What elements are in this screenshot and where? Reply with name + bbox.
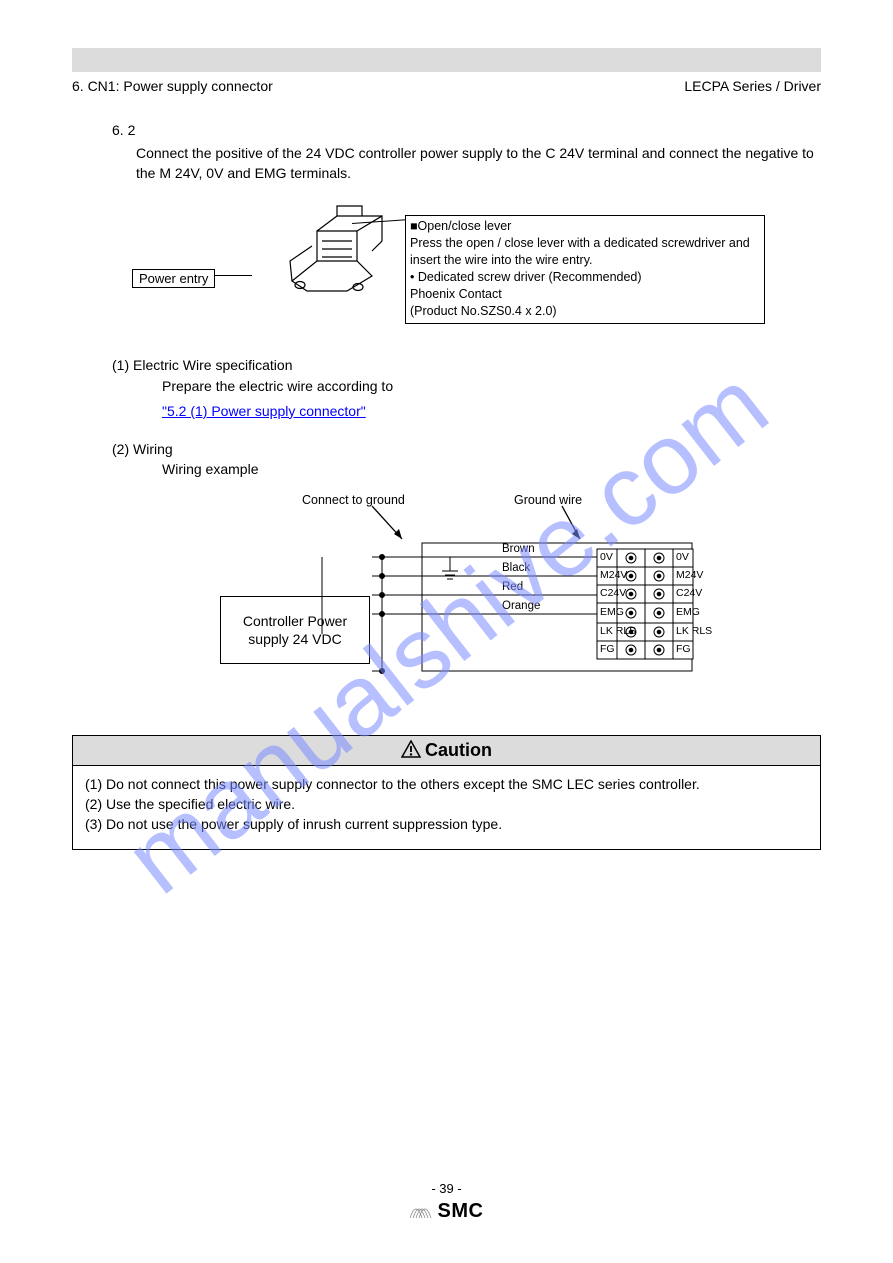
connector-diagram: Power entry ■Open/close lever Press the … xyxy=(72,201,821,331)
lead-text: Prepare the electric wire according to xyxy=(72,377,821,397)
info-line3: Phoenix Contact xyxy=(410,287,502,301)
header-sub: 6. CN1: Power supply connector LECPA Ser… xyxy=(72,78,821,94)
wire-label: Brown xyxy=(502,543,535,555)
logo-icon xyxy=(410,1204,432,1218)
sub-heading-1: (1) Electric Wire specification xyxy=(112,357,821,373)
footer: - 39 - SMC xyxy=(0,1181,893,1224)
leader-line xyxy=(214,275,252,276)
term-label: EMG xyxy=(600,606,624,618)
page-number: - 39 - xyxy=(0,1181,893,1196)
term-label: 0V xyxy=(676,551,689,563)
info-line2: • Dedicated screw driver (Recommended) xyxy=(410,270,642,284)
logo-text: SMC xyxy=(438,1200,484,1223)
term-label: C24V xyxy=(676,587,702,599)
header-bar xyxy=(72,48,821,72)
term-label: LK RLS xyxy=(600,625,636,637)
wiring-svg xyxy=(222,501,712,701)
logo: SMC xyxy=(410,1200,484,1223)
caution-box: Caution (1) Do not connect this power su… xyxy=(72,735,821,850)
caution-header: Caution xyxy=(73,736,820,766)
example-title: Wiring example xyxy=(162,461,821,477)
warning-icon xyxy=(401,740,421,758)
term-label: M24V xyxy=(676,569,703,581)
wire-label: Orange xyxy=(502,600,540,612)
reference-link[interactable]: "5.2 (1) Power supply connector" xyxy=(72,403,821,421)
sub-heading-2: (2) Wiring xyxy=(112,441,821,457)
term-label: C24V xyxy=(600,587,626,599)
term-label: LK RLS xyxy=(676,625,712,637)
info-line4: (Product No.SZS0.4 x 2.0) xyxy=(410,304,557,318)
power-entry-label: Power entry xyxy=(132,269,215,288)
term-label: 0V xyxy=(600,551,613,563)
link-text[interactable]: "5.2 (1) Power supply connector" xyxy=(162,403,366,419)
term-label: EMG xyxy=(676,606,700,618)
caution-title: Caution xyxy=(425,740,492,760)
connector-icon xyxy=(262,191,422,311)
header-left: 6. CN1: Power supply connector xyxy=(72,78,273,94)
page-content: 6. CN1: Power supply connector LECPA Ser… xyxy=(0,0,893,1263)
info-title: ■Open/close lever xyxy=(410,218,511,235)
wiring-diagram: Connect to ground Ground wire Controller… xyxy=(72,501,821,701)
info-box: ■Open/close lever Press the open / close… xyxy=(405,215,765,324)
caution-body: (1) Do not connect this power supply con… xyxy=(73,766,820,849)
wire-label: Red xyxy=(502,581,523,593)
section-number: 6. 2 xyxy=(72,122,821,138)
term-label: M24V xyxy=(600,569,627,581)
info-line1: Press the open / close lever with a dedi… xyxy=(410,236,750,267)
wire-label: Black xyxy=(502,562,530,574)
term-label: FG xyxy=(676,643,691,655)
header-right: LECPA Series / Driver xyxy=(684,78,821,94)
term-label: FG xyxy=(600,643,615,655)
intro-paragraph: Connect the positive of the 24 VDC contr… xyxy=(72,144,821,183)
